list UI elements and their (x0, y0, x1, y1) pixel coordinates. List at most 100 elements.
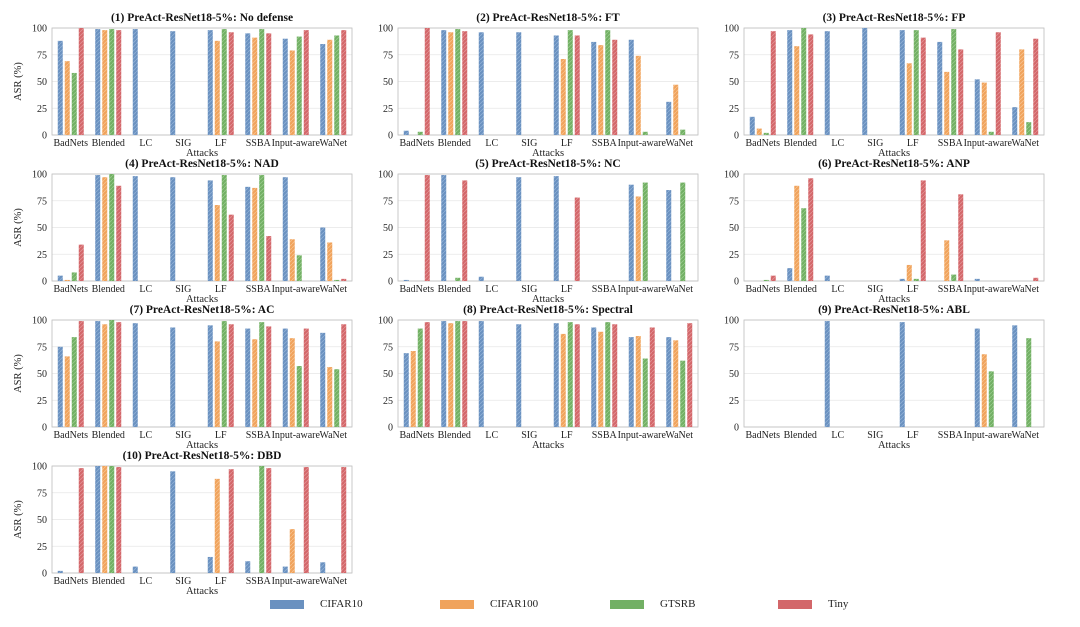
bar-gtsrb-lf (567, 30, 573, 135)
x-tick-label: Blended (438, 284, 471, 295)
x-tick-label: BadNets (400, 284, 435, 295)
x-tick-label: Input-aware (964, 138, 1013, 149)
bar-cifar10-input-aware (628, 184, 634, 281)
y-tick-label: 0 (734, 131, 739, 142)
chart-panel-10: (10) PreAct-ResNet18-5%: DBD 0 25 50 75 100 Ba… (13, 450, 353, 597)
bar-tiny-lf (228, 324, 234, 427)
chart-title: (6) PreAct-ResNet18-5%: ANP (818, 158, 970, 170)
bar-cifar10-blended (441, 30, 447, 135)
bar-cifar10-blended (441, 175, 447, 281)
chart-title: (7) PreAct-ResNet18-5%: AC (130, 304, 275, 316)
y-tick-label: 25 (383, 396, 393, 407)
x-tick-label: SSBA (246, 138, 272, 149)
bar-cifar100-wanet (327, 367, 333, 427)
x-tick-label: LF (215, 284, 227, 295)
x-tick-label: WaNet (1011, 284, 1039, 295)
bar-gtsrb-badnets (71, 337, 77, 427)
legend-swatch-cifar10 (270, 599, 304, 609)
bar-tiny-badnets (78, 321, 84, 427)
bar-cifar10-ssba (937, 41, 943, 135)
bar-cifar10-wanet (320, 227, 326, 281)
chart-panel-8: (8) PreAct-ResNet18-5%: Spectral 0 25 50 75 1… (378, 304, 699, 451)
bar-cifar10-lc (132, 176, 138, 281)
bar-cifar100-input-aware (981, 354, 987, 427)
bar-tiny-badnets (770, 275, 776, 281)
bar-gtsrb-blended (109, 320, 115, 427)
x-tick-label: Blended (438, 138, 471, 149)
plot-frame (51, 319, 353, 428)
bar-gtsrb-input-aware (296, 255, 302, 281)
bar-tiny-lf (574, 197, 580, 281)
bar-cifar10-lc (824, 275, 830, 281)
bar-gtsrb-wanet (680, 129, 686, 135)
bar-cifar10-wanet (1012, 325, 1018, 427)
y-axis-label: ASR (%) (13, 62, 24, 101)
bar-tiny-lf (920, 180, 926, 281)
chart-panel-6: (6) PreAct-ResNet18-5%: ANP 0 25 50 75 100 Bad… (724, 158, 1045, 305)
bar-cifar100-input-aware (635, 196, 641, 281)
x-tick-label: BadNets (746, 138, 781, 149)
y-tick-label: 75 (729, 342, 739, 353)
x-axis-label: Attacks (532, 440, 564, 451)
bar-gtsrb-lf (221, 29, 227, 135)
bar-tiny-lf (228, 32, 234, 135)
x-tick-label: SSBA (592, 138, 618, 149)
chart-title: (5) PreAct-ResNet18-5%: NC (475, 158, 620, 170)
bar-cifar10-sig (170, 31, 176, 135)
x-tick-label: BadNets (54, 430, 89, 441)
bar-tiny-input-aware (303, 467, 309, 573)
y-tick-label: 75 (37, 342, 47, 353)
bar-gtsrb-ssba (259, 175, 265, 281)
bar-gtsrb-input-aware (642, 182, 648, 281)
bar-gtsrb-badnets (417, 131, 423, 135)
y-tick-label: 50 (383, 77, 393, 88)
y-tick-label: 25 (383, 104, 393, 115)
x-tick-label: Input-aware (618, 138, 667, 149)
bar-cifar10-wanet (666, 101, 672, 135)
chart-panel-4: (4) PreAct-ResNet18-5%: NAD 0 25 50 75 100 Bad… (13, 158, 353, 305)
x-tick-label: SSBA (246, 576, 272, 587)
x-axis-label: Attacks (186, 586, 218, 597)
bar-cifar100-input-aware (289, 338, 295, 427)
x-tick-label: Blended (438, 430, 471, 441)
bar-cifar10-sig (170, 177, 176, 281)
x-tick-label: LC (139, 284, 152, 295)
bar-cifar100-wanet (1019, 49, 1025, 135)
bar-cifar10-lc (824, 321, 830, 427)
bar-cifar10-badnets (403, 353, 409, 427)
bar-cifar10-wanet (320, 332, 326, 427)
x-tick-label: SIG (867, 430, 883, 441)
bar-gtsrb-input-aware (642, 131, 648, 135)
y-tick-label: 75 (37, 196, 47, 207)
y-tick-label: 0 (42, 277, 47, 288)
bar-cifar100-lf (906, 63, 912, 136)
x-axis-label: Attacks (532, 294, 564, 305)
bar-cifar10-input-aware (282, 38, 288, 136)
x-tick-label: Blended (92, 576, 125, 587)
x-tick-label: Blended (784, 284, 817, 295)
chart-title: (2) PreAct-ResNet18-5%: FT (476, 12, 620, 24)
bar-tiny-badnets (78, 28, 84, 135)
bar-gtsrb-lf (567, 322, 573, 427)
bar-tiny-wanet (341, 467, 347, 573)
bar-gtsrb-wanet (680, 182, 686, 281)
y-tick-label: 75 (37, 488, 47, 499)
x-tick-label: WaNet (319, 576, 347, 587)
bar-cifar100-ssba (252, 339, 258, 427)
bar-cifar100-blended (448, 323, 454, 427)
bar-tiny-lf (228, 469, 234, 573)
bar-cifar100-blended (102, 177, 108, 281)
y-tick-label: 50 (383, 369, 393, 380)
bar-tiny-blended (116, 322, 122, 427)
bar-cifar10-ssba (245, 328, 251, 427)
bar-gtsrb-ssba (605, 322, 611, 427)
plot-frame (51, 27, 353, 136)
chart-panel-5: (5) PreAct-ResNet18-5%: NC 0 25 50 75 100 BadN… (378, 158, 699, 305)
y-tick-label: 0 (42, 423, 47, 434)
y-tick-label: 25 (37, 396, 47, 407)
y-axis-label: ASR (%) (13, 354, 24, 393)
bar-cifar10-lc (478, 321, 484, 427)
bar-cifar100-badnets (64, 279, 70, 281)
x-tick-label: Blended (784, 138, 817, 149)
x-tick-label: Input-aware (272, 576, 321, 587)
